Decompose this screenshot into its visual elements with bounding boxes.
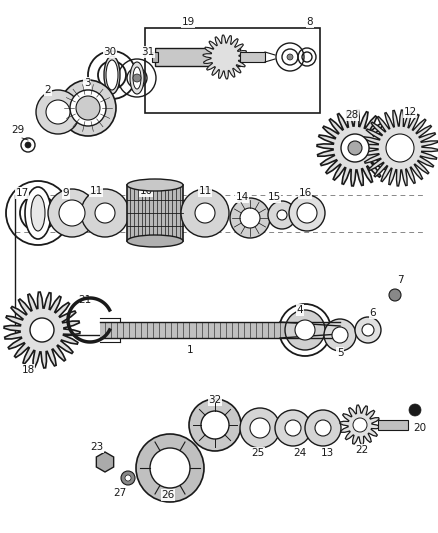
- Circle shape: [195, 203, 215, 223]
- Bar: [240, 52, 265, 62]
- Text: 18: 18: [21, 365, 35, 375]
- Circle shape: [341, 134, 369, 162]
- Circle shape: [268, 201, 296, 229]
- Text: 11: 11: [198, 186, 212, 196]
- Circle shape: [25, 142, 31, 148]
- Text: 17: 17: [15, 188, 28, 198]
- Circle shape: [136, 434, 204, 502]
- Circle shape: [240, 208, 260, 228]
- Circle shape: [70, 90, 106, 126]
- Text: 32: 32: [208, 395, 222, 405]
- Circle shape: [181, 189, 229, 237]
- Circle shape: [230, 198, 270, 238]
- Ellipse shape: [127, 235, 183, 247]
- Text: 3: 3: [84, 78, 90, 88]
- Ellipse shape: [104, 56, 120, 94]
- Text: 19: 19: [181, 17, 194, 27]
- Text: 30: 30: [103, 47, 117, 57]
- Circle shape: [285, 310, 325, 350]
- Polygon shape: [362, 110, 438, 186]
- Text: 11: 11: [89, 186, 102, 196]
- Circle shape: [36, 90, 80, 134]
- Circle shape: [289, 195, 325, 231]
- Bar: [127, 185, 183, 241]
- Text: 24: 24: [293, 448, 307, 458]
- Bar: [100, 322, 340, 338]
- Text: 16: 16: [298, 188, 311, 198]
- Circle shape: [133, 74, 141, 82]
- Circle shape: [76, 96, 100, 120]
- Ellipse shape: [31, 195, 45, 231]
- Circle shape: [30, 318, 54, 342]
- Text: 26: 26: [161, 490, 175, 500]
- Text: 15: 15: [267, 192, 281, 202]
- Ellipse shape: [130, 62, 144, 94]
- Circle shape: [275, 410, 311, 446]
- Text: 12: 12: [403, 107, 417, 117]
- Text: 14: 14: [235, 192, 249, 202]
- Circle shape: [295, 320, 315, 340]
- Bar: [145, 28, 320, 113]
- Circle shape: [386, 134, 414, 162]
- Circle shape: [305, 410, 341, 446]
- Circle shape: [95, 203, 115, 223]
- Circle shape: [48, 189, 96, 237]
- Circle shape: [285, 420, 301, 436]
- Text: 23: 23: [90, 442, 104, 452]
- Text: 13: 13: [320, 448, 334, 458]
- Bar: [152, 52, 158, 62]
- Circle shape: [240, 408, 280, 448]
- Circle shape: [121, 471, 135, 485]
- Circle shape: [389, 289, 401, 301]
- Text: 27: 27: [113, 488, 127, 498]
- Text: 10: 10: [139, 186, 152, 196]
- Circle shape: [332, 327, 348, 343]
- Circle shape: [125, 475, 131, 481]
- Ellipse shape: [25, 187, 51, 239]
- Text: 29: 29: [11, 125, 25, 135]
- Bar: [378, 420, 408, 430]
- Circle shape: [201, 411, 229, 439]
- Polygon shape: [4, 292, 80, 368]
- Text: 8: 8: [307, 17, 313, 27]
- Circle shape: [287, 54, 293, 60]
- Text: 28: 28: [346, 110, 359, 120]
- Text: 31: 31: [141, 47, 155, 57]
- Text: 25: 25: [251, 448, 265, 458]
- Circle shape: [150, 448, 190, 488]
- Circle shape: [355, 317, 381, 343]
- Circle shape: [297, 203, 317, 223]
- Circle shape: [81, 189, 129, 237]
- Text: 21: 21: [78, 295, 92, 305]
- Text: 4: 4: [297, 305, 303, 315]
- Circle shape: [324, 319, 356, 351]
- Polygon shape: [317, 110, 393, 186]
- Polygon shape: [340, 405, 380, 445]
- Circle shape: [59, 200, 85, 226]
- Circle shape: [362, 324, 374, 336]
- Text: 5: 5: [337, 348, 343, 358]
- Text: 7: 7: [397, 275, 403, 285]
- Text: 9: 9: [63, 188, 69, 198]
- Circle shape: [277, 210, 287, 220]
- Circle shape: [409, 404, 421, 416]
- Circle shape: [21, 138, 35, 152]
- Text: 20: 20: [413, 423, 427, 433]
- Circle shape: [46, 100, 70, 124]
- Ellipse shape: [127, 179, 183, 191]
- Ellipse shape: [106, 60, 118, 90]
- Circle shape: [60, 80, 116, 136]
- Text: 2: 2: [45, 85, 51, 95]
- Text: 6: 6: [370, 308, 376, 318]
- Bar: [155, 48, 240, 66]
- Text: 1: 1: [187, 345, 193, 355]
- Circle shape: [189, 399, 241, 451]
- Circle shape: [315, 420, 331, 436]
- Circle shape: [353, 418, 367, 432]
- Circle shape: [250, 418, 270, 438]
- Text: 22: 22: [355, 445, 369, 455]
- Polygon shape: [203, 35, 247, 79]
- Ellipse shape: [133, 67, 141, 89]
- Circle shape: [348, 141, 362, 155]
